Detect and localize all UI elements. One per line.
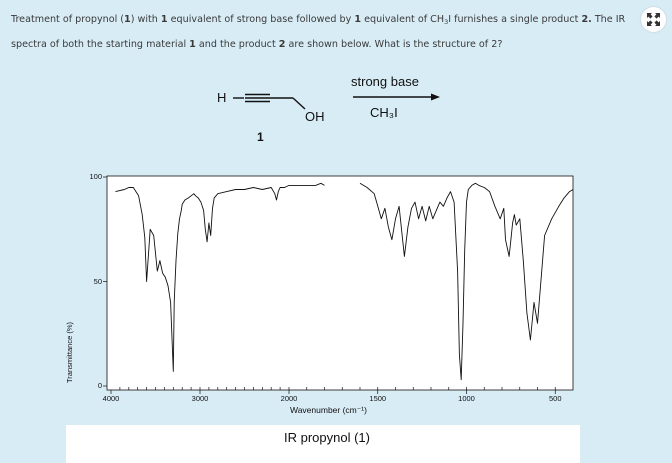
compound-number: 1 [257,130,264,144]
propynol-structure [233,93,306,110]
x-tick-label: 1000 [458,394,475,403]
chart-title: IR propynol (1) [284,430,370,445]
y-axis-label: Transmittance (%) [65,322,74,383]
oh-label: OH [305,109,325,124]
x-axis-label: Wavenumber (cm⁻¹) [290,405,367,415]
reaction-arrow [353,93,440,101]
reagent-bottom: CH₃I [370,105,398,120]
spectrum-trace-2 [359,182,574,381]
y-tick-label: 100 [89,172,102,181]
oh-bond [292,97,306,110]
x-tick-label: 4000 [102,394,120,403]
x-tick-label: 1500 [369,394,387,403]
x-tick-label: 500 [548,394,562,403]
reagent-top: strong base [351,74,419,89]
x-tick-label: 3000 [191,394,209,403]
caption-panel [66,425,580,463]
expand-icon [647,13,660,26]
y-tick-label: 0 [97,381,102,390]
x-tick-label: 2000 [280,394,298,403]
h-atom-label: H [217,90,227,105]
spectrum-trace-1 [115,182,325,372]
expand-button[interactable] [641,7,666,32]
question-text: Treatment of propynol (1) with 1 equival… [11,14,626,50]
plot-frame [106,175,574,391]
y-tick-label: 50 [93,276,102,286]
